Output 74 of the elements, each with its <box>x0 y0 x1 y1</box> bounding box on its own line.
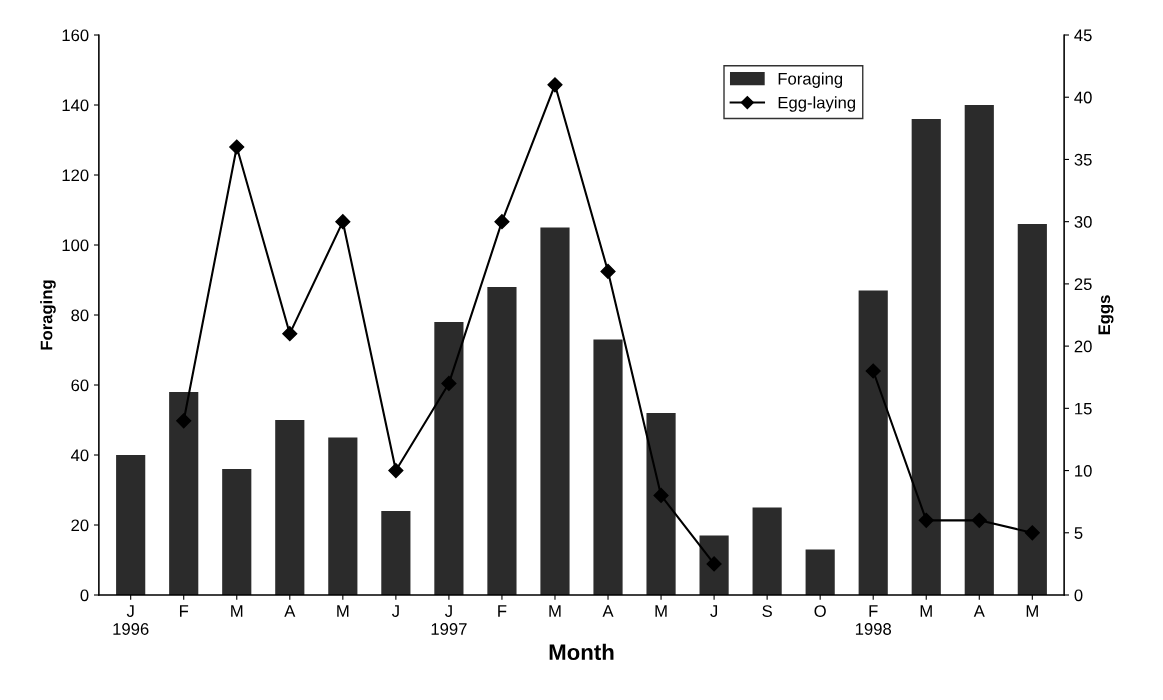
x-tick-label: O <box>814 605 826 617</box>
point <box>1024 525 1040 541</box>
bar <box>752 507 782 595</box>
point <box>494 214 510 230</box>
x-tick-label: S <box>762 605 772 617</box>
point <box>176 413 192 429</box>
bar <box>911 119 941 595</box>
bar <box>593 339 623 595</box>
y2-tick-label: 15 <box>1075 402 1092 415</box>
x-tick-label: A <box>973 605 985 617</box>
x-tick-label: F 1998 <box>855 605 892 635</box>
y-tick-label: 100 <box>62 239 89 252</box>
y2-tick-label: 20 <box>1074 340 1092 353</box>
point <box>441 375 457 392</box>
x-tick-label: F <box>498 605 507 617</box>
y2-tick-label: 40 <box>1074 91 1092 104</box>
y-tick-label: 80 <box>71 309 89 322</box>
x-tick-label: A <box>602 605 614 617</box>
point <box>547 77 563 93</box>
bar <box>487 287 517 595</box>
y-tick-label: 0 <box>80 589 89 602</box>
point <box>335 214 351 230</box>
bar <box>275 420 305 595</box>
x-tick-label: M <box>231 605 243 617</box>
x-tick-label: F <box>179 605 189 617</box>
point <box>282 326 298 342</box>
bar <box>646 413 676 595</box>
point <box>865 363 881 379</box>
x-tick-label: M <box>337 605 349 617</box>
bar <box>222 469 252 595</box>
y-tick-label: 140 <box>62 99 89 112</box>
x-tick-label: M <box>549 605 561 617</box>
x-tick-label: A <box>284 605 296 617</box>
y-tick-label: 160 <box>62 29 89 42</box>
y2-axis-title: Eggs <box>1098 295 1114 335</box>
bar <box>805 549 835 595</box>
bar <box>434 322 464 595</box>
point <box>388 462 404 479</box>
point <box>653 487 669 504</box>
x-tick-label: M <box>1026 605 1038 617</box>
y2-tick-label: 25 <box>1074 278 1092 291</box>
x-tick-label: M <box>920 605 932 617</box>
y-tick-label: 120 <box>62 169 89 182</box>
y-tick-label: 40 <box>70 449 89 462</box>
bar <box>381 511 411 595</box>
y2-tick-label: 35 <box>1074 153 1092 166</box>
bar <box>1017 224 1047 595</box>
bar <box>858 290 888 595</box>
point <box>229 139 245 155</box>
x-tick-label: J 1997 <box>431 605 467 635</box>
legend-label: Egg-laying <box>778 96 856 112</box>
x-tick-label: M <box>655 605 667 617</box>
y2-tick-label: 10 <box>1075 464 1092 477</box>
x-tick-label: J <box>710 605 718 617</box>
x-tick-label: J <box>391 605 399 617</box>
y-tick-label: 60 <box>71 379 89 392</box>
bar <box>328 437 358 595</box>
y-axis-title: Foraging <box>40 280 56 350</box>
bar <box>116 455 146 595</box>
point <box>971 512 987 528</box>
legend-label: Foraging <box>778 72 843 88</box>
point <box>918 512 934 528</box>
bar <box>540 227 570 595</box>
x-tick-label: J 1996 <box>113 605 149 635</box>
bar <box>699 535 729 595</box>
y2-tick-label: 0 <box>1074 589 1083 602</box>
bar <box>964 105 994 595</box>
y2-tick-label: 30 <box>1074 216 1092 228</box>
y2-tick-label: 5 <box>1074 527 1083 539</box>
y2-tick-label: 45 <box>1074 29 1092 42</box>
x-axis-title: Month <box>549 643 614 661</box>
bar <box>169 392 199 595</box>
y-tick-label: 20 <box>71 519 89 532</box>
point <box>600 263 616 280</box>
